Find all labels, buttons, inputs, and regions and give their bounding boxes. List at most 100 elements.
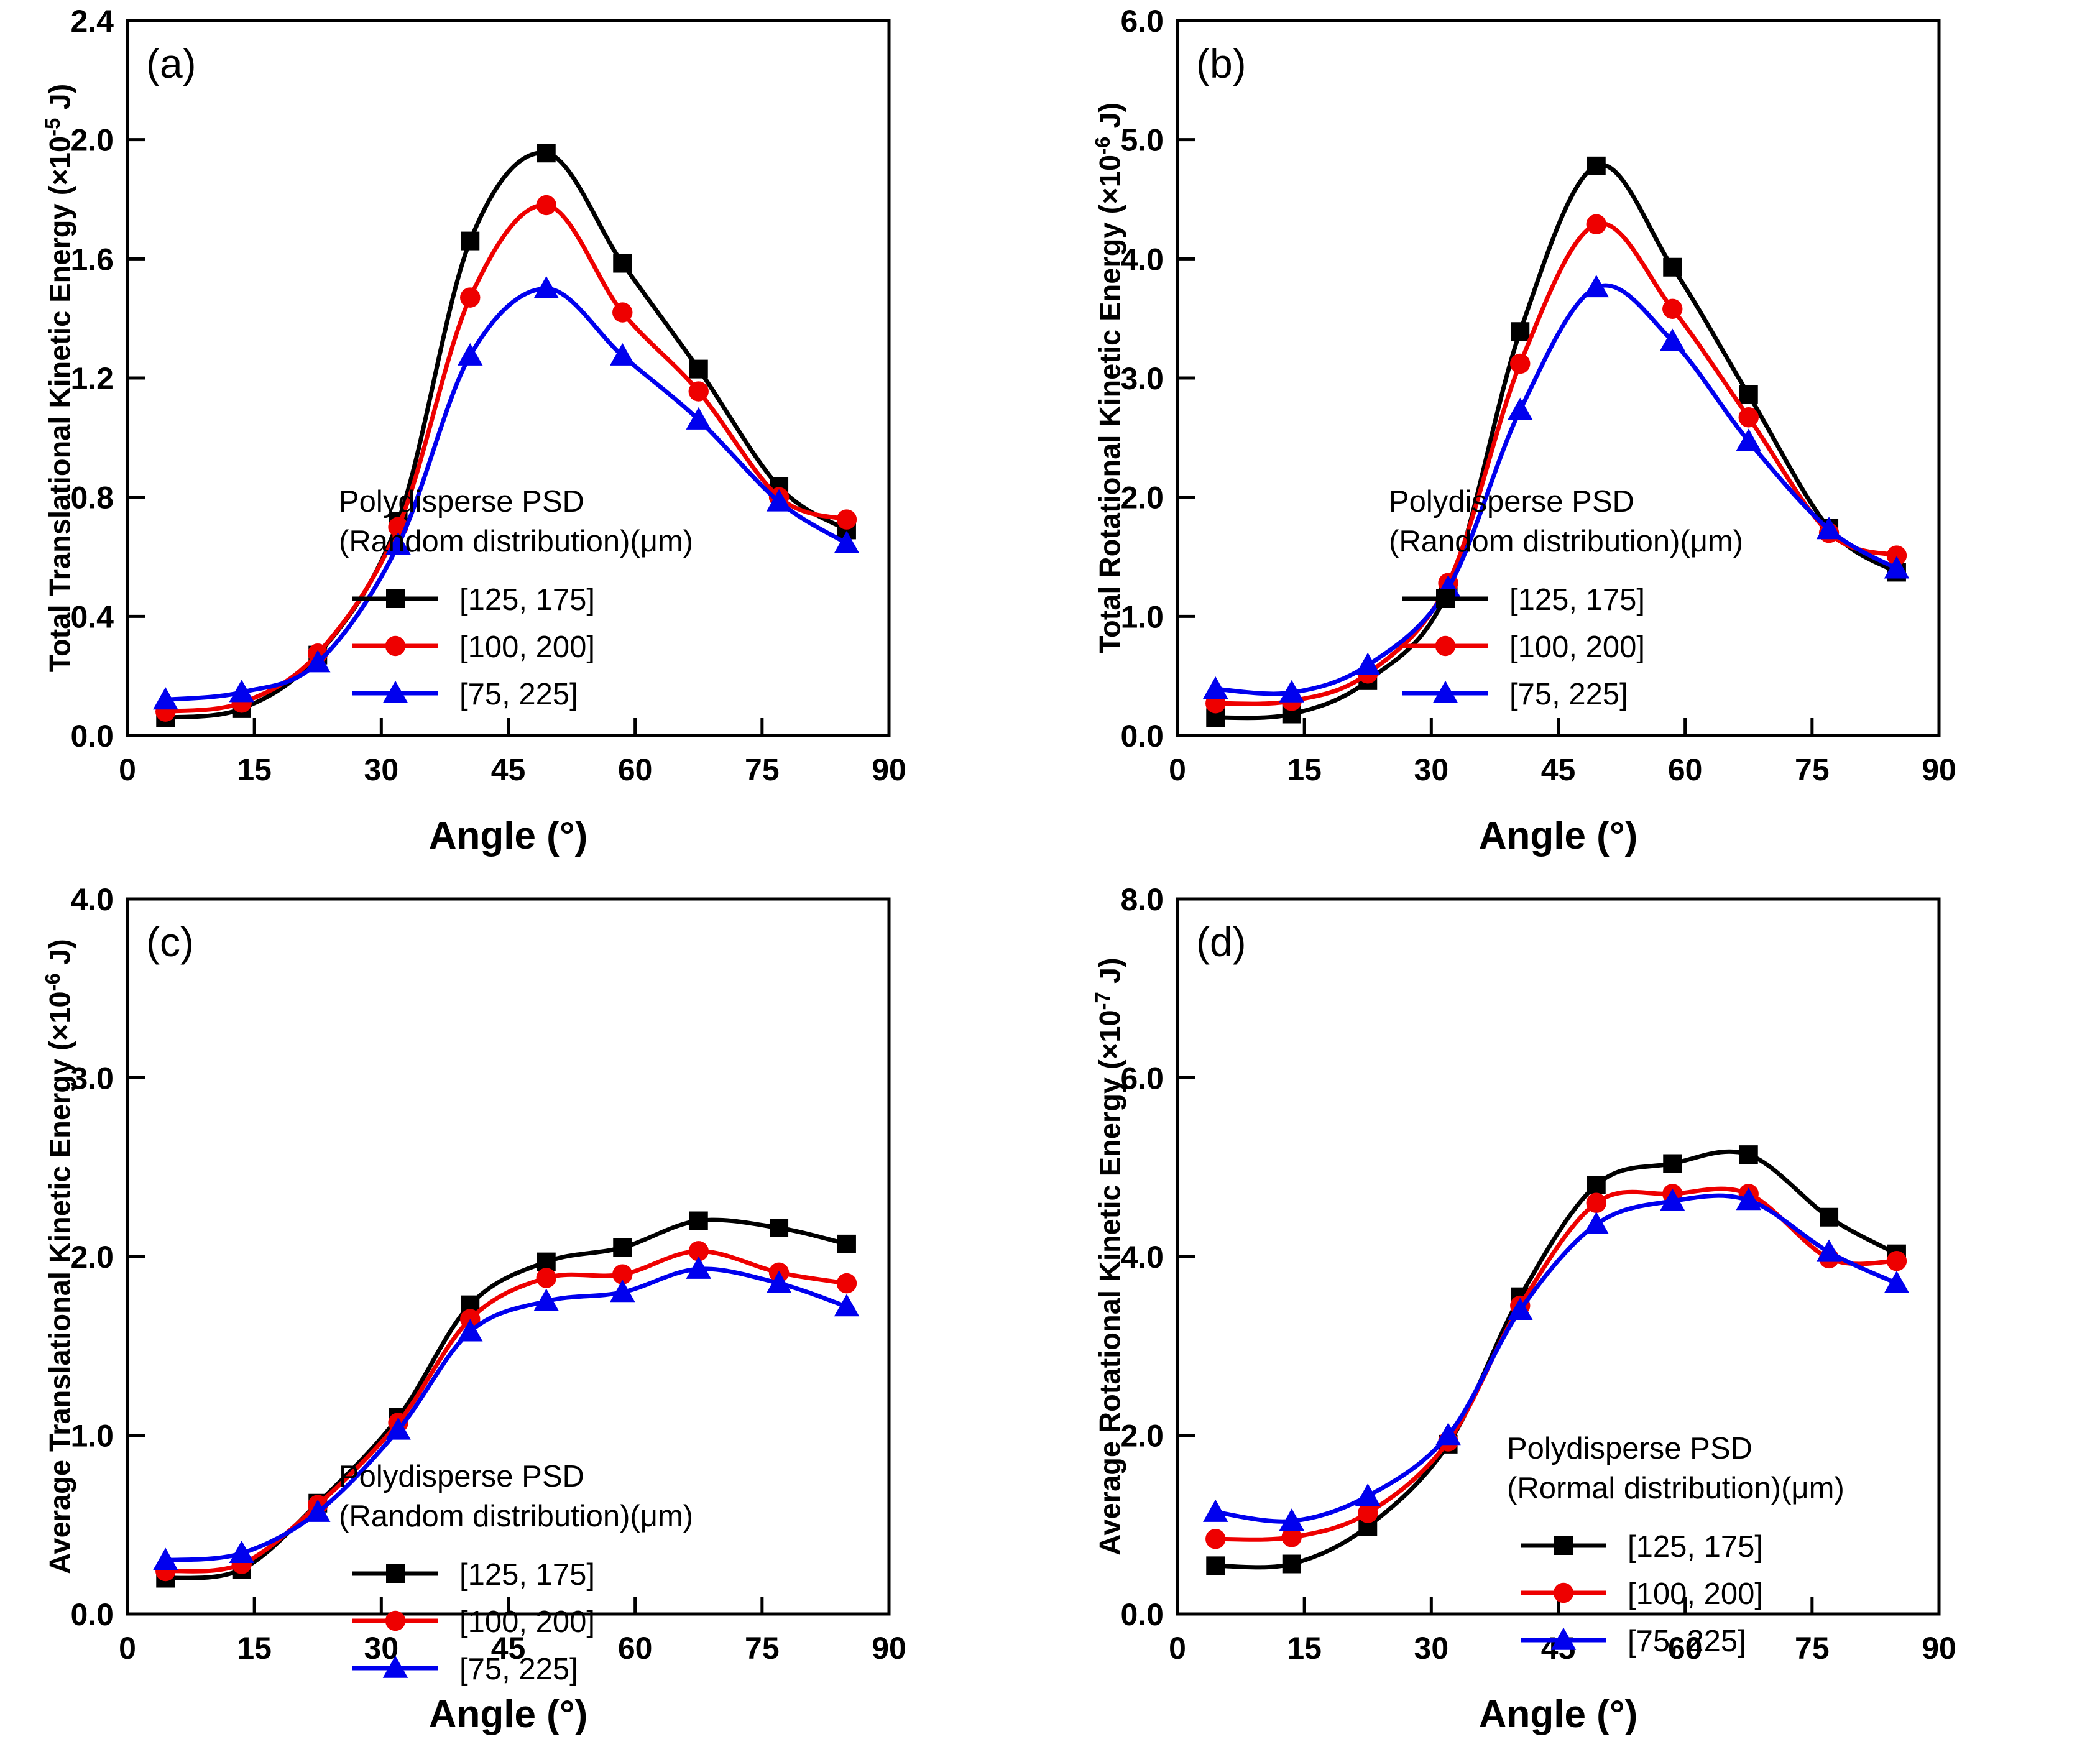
y-tick-label: 1.2 [70, 361, 114, 396]
x-tick-label: 0 [1169, 1631, 1186, 1666]
y-axis-title-base: Total Rotational Kinetic Energy (×10 [1093, 155, 1126, 654]
panel-letter: (c) [146, 919, 194, 965]
legend-subtitle: (Random distribution)(μm) [339, 1500, 693, 1533]
data-point [688, 381, 709, 402]
series-group [153, 1211, 860, 1588]
data-point [1660, 1188, 1685, 1211]
x-tick-label: 15 [237, 1631, 272, 1666]
data-point [460, 287, 481, 308]
data-point [1663, 257, 1682, 277]
legend-title: Polydisperse PSD [1507, 1432, 1752, 1465]
legend-label-2: [100, 200] [1509, 630, 1645, 664]
data-point [1358, 1503, 1378, 1523]
data-point [834, 1294, 860, 1317]
x-tick-label: 60 [1668, 1631, 1703, 1666]
legend-key-marker-2 [385, 635, 406, 657]
series-group [1203, 156, 1910, 727]
legend: Polydisperse PSD (Rormal distribution)(μm… [1507, 1432, 1844, 1658]
legend-key-marker-3 [1432, 680, 1458, 703]
y-axis-title: Average Translational Kinetic Energy (×1… [41, 939, 77, 1574]
y-axis-title: Total Translational Kinetic Energy (×10-… [41, 84, 77, 673]
chart-b: 0 15 30 45 60 75 90 0.0 1.0 2.0 3.0 4.0 5.0 6.0 (b) Ang… [1050, 0, 2100, 879]
legend-label-2: [100, 200] [459, 630, 595, 664]
panel-c: 0 15 30 45 60 75 90 0.0 1.0 2.0 3.0 4.0 (c) Angle (°)… [0, 879, 1050, 1757]
panel-b: 0 15 30 45 60 75 90 0.0 1.0 2.0 3.0 4.0 5.0 6.0 (b) Ang… [1050, 0, 2100, 879]
axis-ticks [1177, 138, 1814, 736]
x-tick-label: 75 [745, 1631, 780, 1666]
y-tick-label: 8.0 [1120, 882, 1164, 917]
data-point [1738, 407, 1759, 428]
data-point [1662, 298, 1683, 320]
series-line-3 [163, 286, 849, 702]
y-tick-label: 0.4 [70, 599, 114, 634]
panel-letter: (d) [1196, 919, 1246, 965]
data-point [533, 1288, 559, 1311]
y-tick-label: 5.0 [1120, 123, 1164, 158]
x-tick-label: 90 [872, 752, 906, 787]
panel-letter: (a) [146, 40, 196, 86]
data-point [689, 1211, 708, 1230]
y-axis-title: Average Rotational Kinetic Energy (×10-7… [1091, 957, 1127, 1555]
data-point [1739, 1145, 1758, 1164]
data-point [1587, 1176, 1606, 1194]
data-point [458, 343, 483, 366]
plot-background [1050, 879, 2100, 1757]
data-point [1736, 428, 1761, 451]
data-point [1206, 1556, 1225, 1575]
x-tick-label: 45 [491, 752, 526, 787]
data-point [837, 1234, 856, 1253]
x-tick-label: 45 [1541, 752, 1576, 787]
data-point [1586, 1192, 1606, 1213]
legend-label-1: [125, 175] [459, 583, 595, 617]
data-point [1587, 156, 1606, 175]
x-tick-label: 0 [119, 752, 136, 787]
data-point [305, 650, 331, 673]
y-tick-label: 3.0 [70, 1061, 114, 1096]
data-point [1203, 1499, 1228, 1522]
series-line-2 [1213, 221, 1899, 706]
y-tick-label: 1.0 [70, 1419, 114, 1454]
legend-key-marker-2 [385, 1610, 406, 1631]
series-markers-3 [153, 276, 860, 710]
y-tick-label: 2.4 [70, 4, 114, 39]
data-point [1736, 1187, 1761, 1211]
y-tick-label: 0.8 [70, 481, 114, 515]
x-tick-label: 15 [1287, 752, 1322, 787]
y-tick-label: 0.0 [70, 719, 114, 754]
y-axis-title-tail: J) [1093, 957, 1126, 992]
legend-key-marker-2 [1553, 1582, 1574, 1603]
series-markers-3 [1203, 275, 1910, 703]
data-point [834, 530, 860, 553]
x-tick-label: 60 [618, 1631, 653, 1666]
legend-title: Polydisperse PSD [339, 1460, 584, 1493]
data-point [1279, 1508, 1304, 1531]
data-point [1663, 1154, 1682, 1173]
data-point [1281, 1527, 1302, 1547]
data-point [686, 1256, 711, 1279]
series-line-3 [163, 1266, 849, 1563]
x-tick-label: 15 [1287, 1631, 1322, 1666]
chart-c: 0 15 30 45 60 75 90 0.0 1.0 2.0 3.0 4.0 (c) Angle (°)… [0, 879, 1050, 1757]
legend-key-marker-1 [386, 589, 405, 608]
panel-letter: (b) [1196, 40, 1246, 86]
data-point [537, 144, 556, 163]
data-point [770, 1219, 789, 1237]
y-tick-label: 0.0 [70, 1597, 114, 1632]
legend-title: Polydisperse PSD [339, 485, 584, 519]
y-axis-title-exponent: -5 [41, 118, 64, 136]
legend-label-3: [75, 225] [1628, 1625, 1746, 1658]
data-point [610, 1280, 635, 1303]
y-tick-label: 0.0 [1120, 719, 1164, 754]
data-point [1435, 1423, 1461, 1446]
x-tick-label: 30 [364, 752, 399, 787]
x-tick-label: 15 [237, 752, 272, 787]
data-point [1508, 1298, 1533, 1321]
data-point [1816, 1239, 1842, 1262]
y-axis-title-tail: J) [1093, 102, 1126, 137]
data-point [686, 407, 711, 430]
y-axis-title-tail: J) [43, 939, 76, 974]
data-point [1510, 353, 1531, 374]
